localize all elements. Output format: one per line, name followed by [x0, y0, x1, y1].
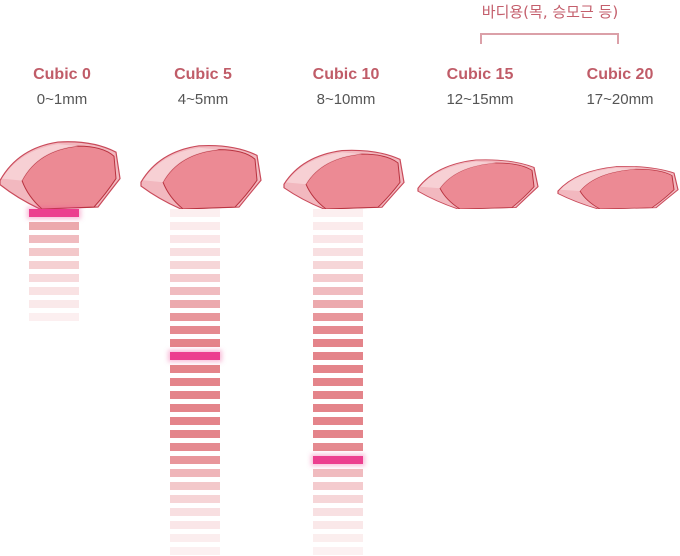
depth-bar: [170, 495, 220, 503]
depth-bar: [170, 430, 220, 438]
depth-bar: [313, 261, 363, 269]
depth-bar: [170, 248, 220, 256]
column-title: Cubic 15: [446, 66, 514, 83]
depth-bar: [170, 508, 220, 516]
depth-bar: [170, 482, 220, 490]
column-cubic-0: Cubic 0 0~1mm: [0, 0, 132, 556]
depth-bar: [313, 352, 363, 360]
depth-bar-highlight: [29, 209, 79, 217]
depth-bar: [313, 313, 363, 321]
depth-bar: [170, 222, 220, 230]
depth-bar: [313, 430, 363, 438]
depth-bar: [313, 469, 363, 477]
depth-bar: [313, 235, 363, 243]
column-range: 8~10mm: [316, 91, 376, 108]
depth-bar-highlight: [313, 456, 363, 464]
depth-bar: [313, 547, 363, 555]
column-range: 12~15mm: [446, 91, 514, 108]
column-range: 4~5mm: [177, 91, 229, 108]
depth-bar: [170, 456, 220, 464]
depth-bar: [313, 495, 363, 503]
group-bracket: [480, 33, 619, 44]
depth-bar: [313, 287, 363, 295]
depth-bar: [29, 300, 79, 308]
column-title: Cubic 20: [586, 66, 654, 83]
depth-bar: [170, 521, 220, 529]
depth-bar: [313, 417, 363, 425]
depth-bar: [170, 339, 220, 347]
cartridge-icon: [140, 144, 262, 209]
depth-bar: [313, 339, 363, 347]
column-title: Cubic 5: [174, 66, 232, 83]
depth-bar: [29, 222, 79, 230]
cartridge-icon: [417, 159, 539, 209]
depth-bar: [170, 547, 220, 555]
depth-bar: [170, 404, 220, 412]
depth-bar: [170, 300, 220, 308]
depth-bar: [170, 313, 220, 321]
depth-bar: [313, 300, 363, 308]
depth-bar: [313, 521, 363, 529]
column-range: 0~1mm: [36, 91, 88, 108]
column-cubic-5: Cubic 5 4~5mm: [133, 0, 273, 556]
depth-bar: [313, 326, 363, 334]
depth-bar: [170, 391, 220, 399]
column-title: Cubic 0: [33, 66, 91, 83]
depth-bar: [29, 261, 79, 269]
depth-bar: [170, 365, 220, 373]
depth-bar: [170, 469, 220, 477]
depth-bar: [170, 378, 220, 386]
column-cubic-15: Cubic 15 12~15mm: [410, 0, 550, 556]
depth-bar: [29, 287, 79, 295]
depth-bar: [29, 313, 79, 321]
depth-bar: [170, 326, 220, 334]
depth-bar: [170, 443, 220, 451]
depth-bar: [313, 248, 363, 256]
depth-bar: [313, 391, 363, 399]
depth-bar: [170, 235, 220, 243]
depth-bar: [170, 534, 220, 542]
cartridge-icon: [557, 166, 679, 209]
column-cubic-10: Cubic 10 8~10mm: [276, 0, 416, 556]
cartridge-icon: [283, 149, 405, 209]
column-cubic-20: Cubic 20 17~20mm: [550, 0, 680, 556]
depth-bar: [313, 443, 363, 451]
depth-bar: [313, 274, 363, 282]
depth-bar: [313, 222, 363, 230]
depth-bar: [170, 287, 220, 295]
depth-bar: [170, 417, 220, 425]
depth-bar: [170, 261, 220, 269]
depth-bar: [313, 508, 363, 516]
column-title: Cubic 10: [312, 66, 380, 83]
depth-bar: [313, 378, 363, 386]
depth-bar: [170, 209, 220, 217]
depth-bar: [170, 274, 220, 282]
cartridge-icon: [0, 141, 121, 209]
column-range: 17~20mm: [586, 91, 654, 108]
depth-bar: [313, 365, 363, 373]
depth-bar: [313, 534, 363, 542]
depth-bar: [313, 482, 363, 490]
depth-bar: [313, 404, 363, 412]
body-use-group-label: 바디용(목, 승모근 등): [481, 3, 619, 21]
depth-bar-highlight: [170, 352, 220, 360]
depth-bar: [29, 235, 79, 243]
depth-bar: [313, 209, 363, 217]
depth-bar: [29, 248, 79, 256]
depth-bar: [29, 274, 79, 282]
